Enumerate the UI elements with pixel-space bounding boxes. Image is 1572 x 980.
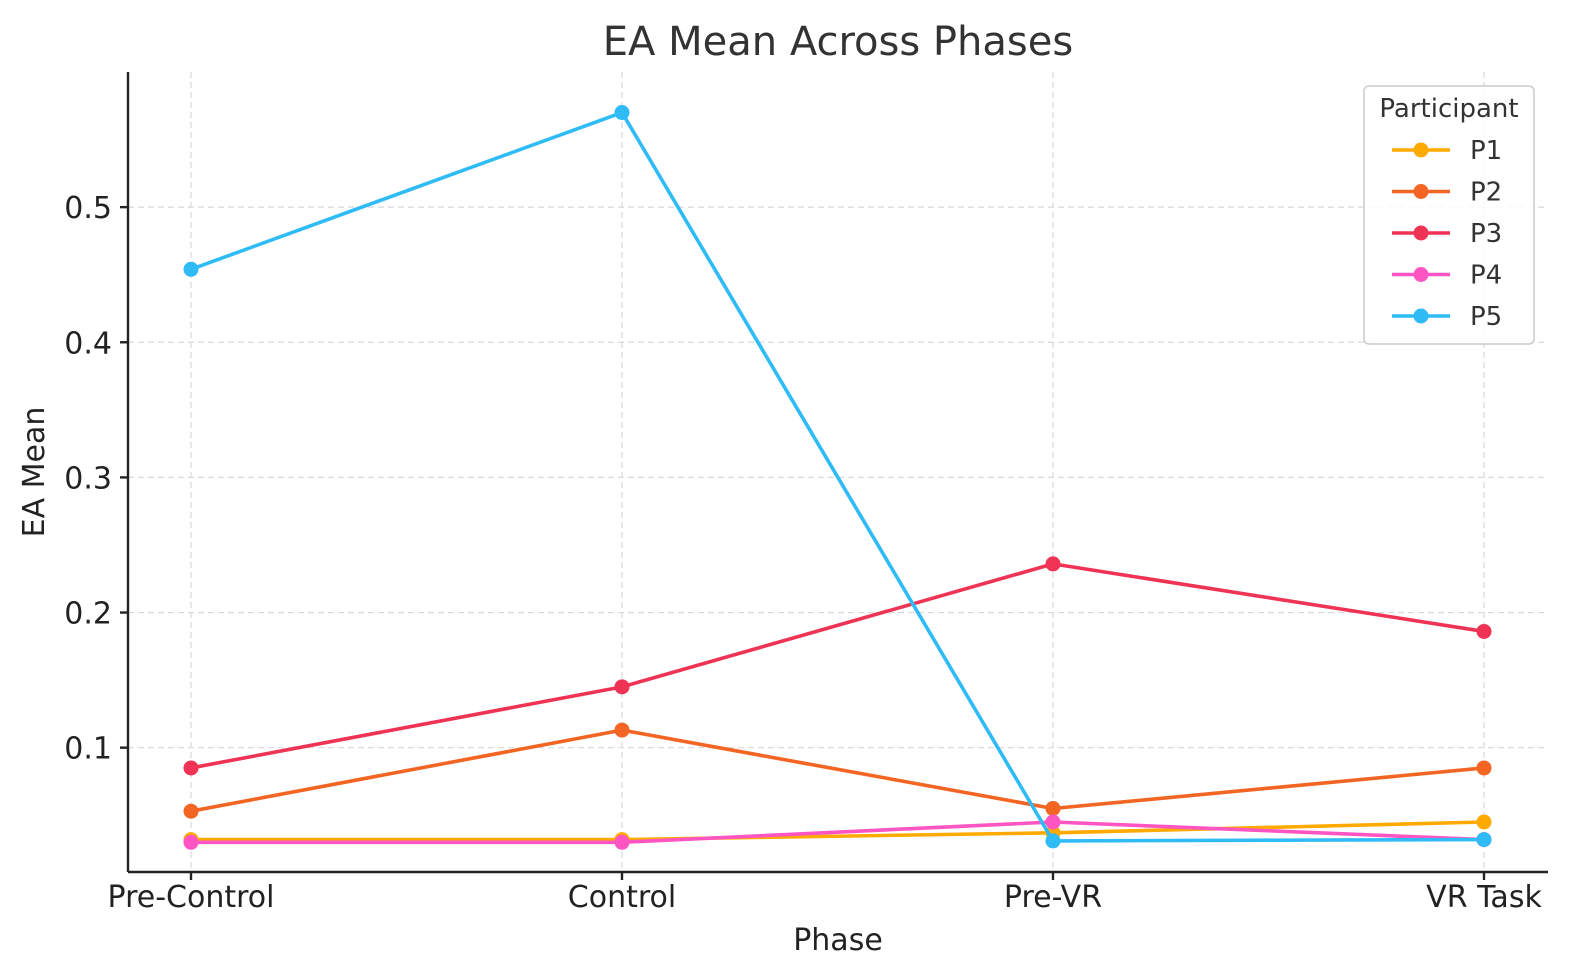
data-point — [1476, 760, 1492, 776]
legend-item-p1: P1 — [1392, 136, 1502, 166]
x-tick-label: Pre-VR — [1004, 880, 1102, 915]
series-line — [191, 820, 1485, 845]
y-tick-label: 0.3 — [64, 461, 112, 496]
y-axis-label: EA Mean — [17, 407, 52, 538]
series-layer — [183, 105, 1492, 850]
series-line — [190, 110, 1485, 843]
data-point — [1476, 832, 1492, 848]
data-point — [1476, 623, 1492, 639]
data-point — [183, 834, 199, 850]
legend-swatch-marker — [1413, 184, 1429, 199]
legend-label: P3 — [1470, 219, 1502, 249]
legend-item-p4: P4 — [1392, 261, 1502, 291]
data-point — [1045, 556, 1061, 572]
y-tick-label: 0.4 — [64, 326, 112, 361]
y-tick-label: 0.5 — [64, 191, 112, 226]
series-p2 — [183, 722, 1492, 819]
legend-label: P1 — [1470, 136, 1502, 166]
legend-label: P2 — [1470, 178, 1502, 208]
axes: 0.1 0.2 0.3 0.4 0.5 Pre-Control Control Pre-VR V… — [64, 72, 1548, 915]
series-p5 — [183, 105, 1492, 849]
legend-title: Participant — [1379, 94, 1518, 124]
legend-label: P4 — [1470, 261, 1502, 291]
y-tick-label: 0.1 — [64, 732, 112, 767]
series-p4 — [183, 814, 1492, 850]
x-tick-label: VR Task — [1426, 880, 1542, 915]
x-tick-label: Pre-Control — [108, 880, 275, 915]
data-point — [183, 803, 199, 819]
data-point — [1045, 833, 1061, 849]
grid — [128, 72, 1548, 872]
data-point — [1476, 814, 1492, 830]
series-line — [191, 820, 1485, 842]
legend-label: P5 — [1470, 302, 1502, 332]
data-point — [614, 679, 630, 695]
series-line — [190, 562, 1485, 770]
series-line — [190, 728, 1485, 813]
legend-item-p2: P2 — [1392, 178, 1502, 208]
legend-item-p3: P3 — [1392, 219, 1502, 249]
data-point — [614, 722, 630, 738]
series-p3 — [183, 556, 1492, 776]
data-point — [614, 834, 630, 850]
chart-title: EA Mean Across Phases — [603, 19, 1073, 65]
legend-swatch-marker — [1413, 225, 1429, 241]
legend-item-p5: P5 — [1392, 302, 1502, 332]
legend-frame — [1363, 85, 1535, 345]
legend: Participant P1 P2 P3 P4 P5 — [1363, 85, 1535, 345]
data-point — [1045, 814, 1061, 830]
x-axis-label: Phase — [793, 923, 883, 958]
legend-swatch-marker — [1413, 267, 1429, 282]
y-tick-label: 0.2 — [64, 597, 112, 632]
legend-swatch-marker — [1413, 308, 1429, 324]
data-point — [183, 261, 199, 277]
data-point — [1045, 800, 1061, 816]
x-tick-label: Control — [568, 880, 676, 915]
data-point — [614, 105, 630, 121]
data-point — [183, 760, 199, 776]
legend-swatch-marker — [1413, 142, 1429, 158]
